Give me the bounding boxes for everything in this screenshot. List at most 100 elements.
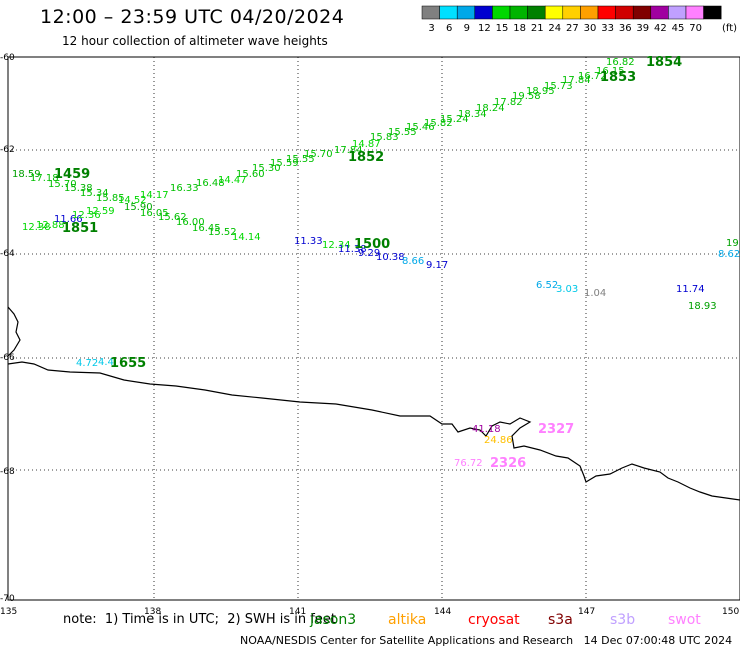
wave-height-value: 15.55 (286, 154, 315, 165)
legend-swatch (492, 5, 511, 20)
wave-height-value: 11.33 (294, 236, 323, 247)
wave-height-value: 14.14 (232, 232, 261, 243)
wave-height-value: 9.17 (426, 260, 448, 271)
legend-unit: (ft) (722, 23, 737, 34)
satellite-name: s3b (610, 612, 636, 628)
wave-height-value: 15.83 (370, 132, 399, 143)
wave-height-value: 15.46 (406, 122, 435, 133)
satellite-name: jason3 (310, 612, 357, 628)
wave-height-value: 11.38 (338, 244, 367, 255)
wave-height-value: 10.38 (376, 252, 405, 263)
wave-height-value: 8.66 (402, 256, 424, 267)
wave-height-value: 15.70 (48, 179, 77, 190)
wave-height-value: 12.34 (322, 240, 351, 251)
wave-height-value: 16.82 (606, 57, 635, 68)
wave-height-value: 17.84 (334, 145, 363, 156)
wave-height-value: 15.70 (304, 149, 333, 160)
wave-height-value: 14.17 (140, 190, 169, 201)
legend-swatch (597, 5, 616, 20)
wave-height-value: 15.90 (124, 202, 153, 213)
lat-label: -68 (0, 467, 15, 477)
wave-height-value: 15.30 (252, 163, 281, 174)
satellite-name: altika (388, 612, 427, 628)
satellite-name: s3a (548, 612, 573, 628)
wave-height-value: 18.59 (12, 169, 41, 180)
legend-label: 3 (428, 23, 434, 34)
legend-label: 70 (689, 23, 702, 34)
wave-height-value: 15.59 (270, 158, 299, 169)
legend-label: 21 (531, 23, 544, 34)
legend-swatch (421, 5, 440, 20)
lon-label: 150 (722, 607, 739, 617)
legend-swatch (615, 5, 634, 20)
lon-label: 138 (144, 607, 161, 617)
color-legend: 3 6 9 12 15 18 21 24 27 30 33 36 39 42 45 70 (ft) (421, 5, 737, 34)
legend-label: 45 (672, 23, 685, 34)
lon-label: 141 (289, 607, 306, 617)
legend-label: 42 (654, 23, 667, 34)
page-subtitle: 12 hour collection of altimeter wave hei… (62, 34, 328, 48)
legend-label: 9 (464, 23, 470, 34)
legend-label: 15 (496, 23, 509, 34)
map-frame (7, 56, 740, 601)
wave-height-value: 76.72 (454, 458, 483, 469)
track-id-label: 2327 (538, 422, 574, 437)
wave-height-value: 15.24 (440, 114, 469, 125)
lat-lon-grid (8, 57, 740, 600)
lon-label: 135 (0, 607, 17, 617)
wave-height-value: 8.62 (718, 249, 740, 260)
wave-height-value: 14.87 (352, 139, 381, 150)
wave-height-value: 1.04 (584, 288, 606, 299)
lat-label: -70 (0, 594, 15, 604)
track-id-label: 1851 (62, 221, 98, 236)
track-id-label: 1853 (600, 70, 636, 85)
legend-swatch (562, 5, 581, 20)
wave-height-value: 12.38 (22, 222, 51, 233)
wave-height-value: 15.52 (208, 227, 237, 238)
track-id-label: 1655 (110, 356, 146, 371)
wave-height-value: 18.95 (526, 86, 555, 97)
wave-height-value: 17.18 (30, 173, 59, 184)
legend-swatch (632, 5, 652, 20)
legend-swatch (439, 5, 458, 20)
legend-label: 30 (584, 23, 597, 34)
legend-label: 36 (619, 23, 632, 34)
wave-height-value: 18.34 (458, 109, 487, 120)
legend-label: 24 (548, 23, 561, 34)
lat-label: -60 (0, 53, 15, 63)
legend-swatch (456, 5, 476, 20)
wave-height-value: 17.82 (494, 97, 523, 108)
satellite-name: swot (668, 612, 701, 628)
track-id-label: 1854 (646, 55, 682, 70)
track-id-label: 1852 (348, 150, 384, 165)
wave-height-value: 16.05 (140, 208, 169, 219)
legend-swatch (527, 5, 546, 20)
wave-height-value: 14.47 (218, 175, 247, 186)
lat-label: -66 (0, 353, 15, 363)
lon-label: 147 (578, 607, 595, 617)
wave-height-value: 19.58 (512, 91, 541, 102)
wave-height-value: 16.33 (170, 183, 199, 194)
legend-swatch (544, 5, 564, 20)
satellite-name: cryosat (468, 612, 520, 628)
wave-height-value: 16.72 (578, 71, 607, 82)
wave-height-value: 18.24 (476, 103, 505, 114)
wave-height-value: 9.29 (358, 248, 380, 259)
lat-label: -62 (0, 145, 15, 155)
legend-swatch (509, 5, 528, 20)
legend-label: 12 (478, 23, 491, 34)
track-id-label: 1500 (354, 237, 390, 252)
legend-label: 18 (513, 23, 526, 34)
legend-label: 33 (601, 23, 614, 34)
legend-swatch (668, 5, 687, 20)
wave-height-value: 12.36 (72, 210, 101, 221)
satellite-legend: jason3 altika cryosat s3a s3b swot (0, 612, 740, 632)
wave-height-value: 15.62 (158, 212, 187, 223)
wave-height-value: 12.88 (36, 220, 65, 231)
footnote: note: 1) Time is in UTC; 2) SWH is in fe… (63, 612, 336, 627)
wave-height-value: 15.60 (236, 169, 265, 180)
wave-height-value: 18.93 (688, 301, 717, 312)
wave-height-value: 15.34 (80, 188, 109, 199)
wave-height-value: 16.45 (192, 223, 221, 234)
wave-height-value: 15.55 (388, 127, 417, 138)
